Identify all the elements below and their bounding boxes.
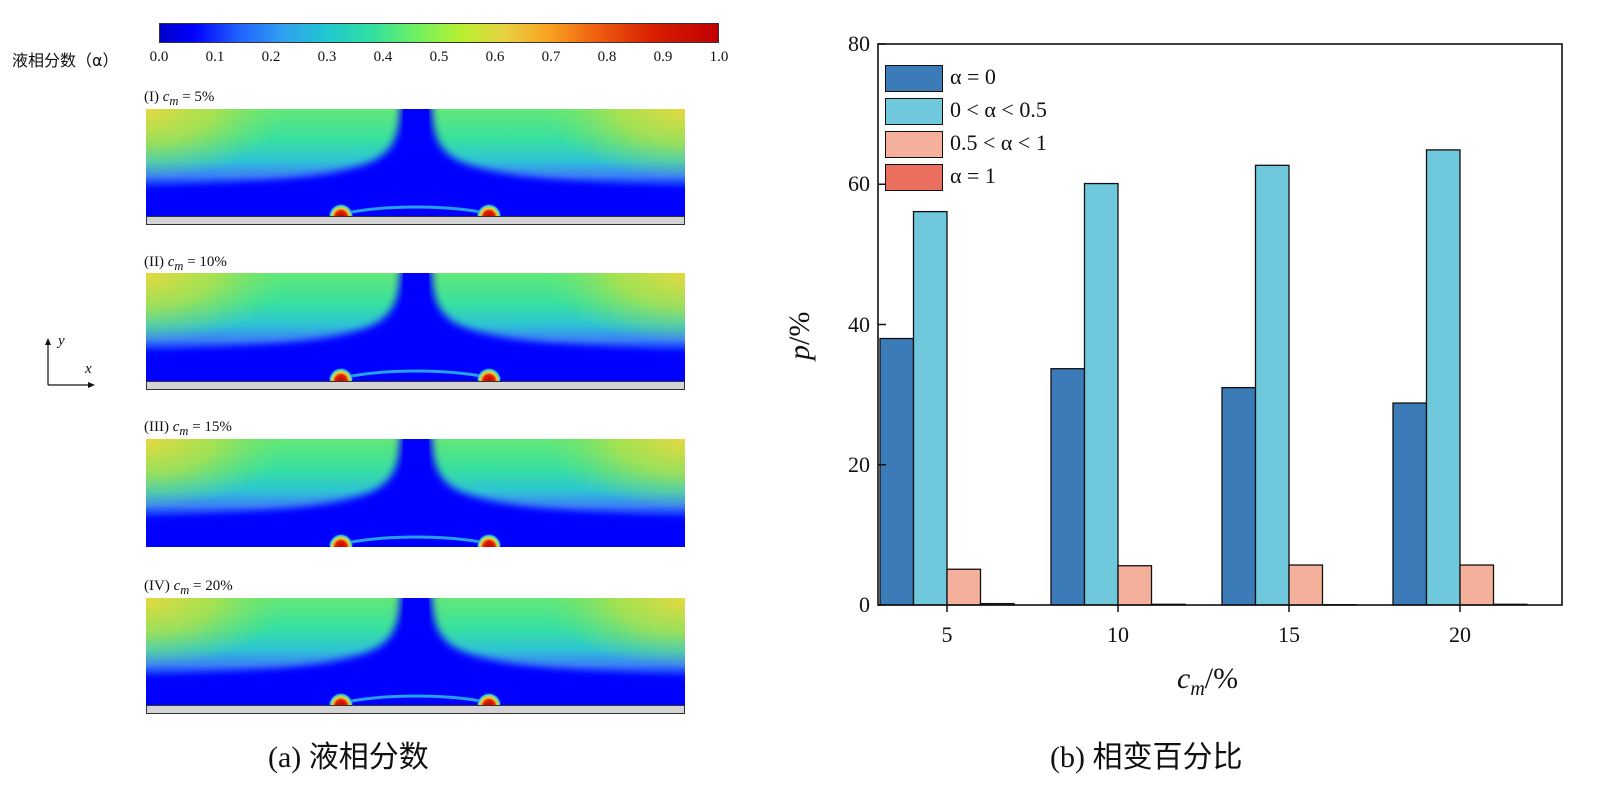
x-tick-label: 10 — [1107, 622, 1129, 647]
bar-3-20 — [1459, 564, 1495, 606]
colorbar-tick: 0.5 — [429, 49, 449, 65]
panel-sub: m — [180, 583, 190, 597]
y-label-var: p — [783, 345, 816, 360]
bar-3-10 — [1117, 565, 1153, 606]
panel-prefix: (II) — [144, 254, 168, 270]
y-tick-label: 40 — [848, 311, 870, 337]
panel-suffix: = 20% — [189, 578, 233, 594]
panel-label-1: (I) cm = 5% — [144, 89, 214, 109]
panel-sub: m — [169, 94, 179, 108]
colorbar-tick: 0.3 — [317, 49, 337, 65]
legend-label: 0 < α < 0.5 — [950, 97, 1047, 122]
heating-plate-2 — [146, 381, 685, 390]
legend-swatch — [885, 164, 943, 191]
colorbar-tick: 1.0 — [709, 49, 729, 65]
legend-swatch — [885, 131, 943, 158]
colorbar-tick: 0.7 — [541, 49, 561, 65]
heating-plate-4 — [146, 705, 685, 714]
colorbar-tick: 0.9 — [653, 49, 673, 65]
colorbar — [159, 23, 719, 43]
y-label-unit: /% — [783, 311, 816, 345]
panel-var: c — [173, 578, 181, 594]
bar-1-10 — [1050, 368, 1086, 606]
heating-plate-1 — [146, 216, 685, 225]
panel-sub: m — [174, 259, 184, 273]
bar-1-15 — [1221, 386, 1257, 606]
colorbar-tick: 0.0 — [149, 49, 169, 65]
panel-sub: m — [179, 424, 189, 438]
bar-1-5 — [879, 337, 915, 606]
colorbar-tick: 0.4 — [373, 49, 393, 65]
panel-label-2: (II) cm = 10% — [144, 254, 227, 274]
axis-x-label: x — [85, 361, 92, 377]
panel-label-3: (III) cm = 15% — [144, 419, 232, 439]
colorbar-tick: 0.2 — [261, 49, 281, 65]
legend-swatch — [885, 98, 943, 125]
colorbar-tick: 0.6 — [485, 49, 505, 65]
y-tick-label: 80 — [848, 31, 870, 56]
panel-label-4: (IV) cm = 20% — [144, 578, 233, 598]
panel-var: c — [167, 254, 175, 270]
bar-2-5 — [912, 210, 948, 606]
y-tick-label: 0 — [859, 592, 870, 617]
bar-3-15 — [1288, 564, 1324, 606]
x-tick-label: 5 — [941, 622, 953, 647]
colorbar-label: 液相分数（α） — [12, 51, 119, 70]
legend-label: 0.5 < α < 1 — [950, 130, 1047, 155]
panel-var: c — [162, 89, 170, 105]
x-label-sub: m — [1190, 678, 1205, 700]
x-tick-label: 15 — [1278, 622, 1300, 647]
y-tick-label: 20 — [848, 451, 870, 477]
panel-prefix: (IV) — [144, 578, 174, 594]
bar-2-10 — [1083, 182, 1119, 606]
panel-var: c — [172, 419, 180, 435]
panel-suffix: = 15% — [188, 419, 232, 435]
axes-icon — [45, 338, 95, 388]
colorbar-tick: 0.8 — [597, 49, 617, 65]
caption-b: (b) 相变百分比 — [1050, 741, 1243, 774]
panel-suffix: = 5% — [178, 89, 215, 105]
x-label-unit: /% — [1204, 662, 1239, 695]
bar-2-20 — [1425, 149, 1461, 606]
axis-y-label: y — [58, 333, 65, 349]
legend-label: α = 0 — [950, 64, 996, 89]
panel-prefix: (III) — [144, 419, 173, 435]
y-tick-label: 60 — [848, 171, 870, 197]
panel-prefix: (I) — [144, 89, 163, 105]
x-label-var: c — [1177, 662, 1191, 695]
x-tick-label: 20 — [1449, 622, 1471, 647]
x-axis-label: cm/% — [1177, 662, 1238, 701]
panel-suffix: = 10% — [183, 254, 227, 270]
bar-1-20 — [1392, 402, 1428, 606]
colorbar-tick: 0.1 — [205, 49, 225, 65]
bar-2-15 — [1254, 164, 1290, 606]
legend-swatch — [885, 65, 943, 92]
bar-3-5 — [946, 568, 982, 606]
y-axis-label: p/% — [783, 312, 817, 360]
caption-a: (a) 液相分数 — [268, 741, 429, 774]
legend-label: α = 1 — [950, 163, 996, 188]
